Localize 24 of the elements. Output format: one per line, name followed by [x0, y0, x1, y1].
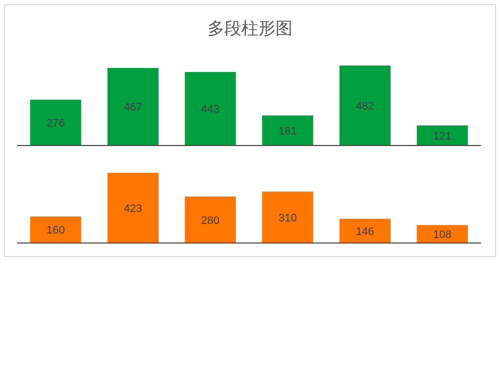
bar: [184, 72, 236, 146]
data-label: 443: [201, 104, 220, 116]
bar: [262, 192, 314, 243]
bar: [30, 100, 82, 146]
bar: [184, 196, 236, 243]
bar: [30, 216, 82, 243]
data-label: 181: [278, 125, 297, 138]
data-label: 467: [124, 102, 142, 114]
data-label: 482: [356, 100, 374, 112]
bar: [339, 66, 391, 146]
bar: [339, 218, 391, 243]
data-label: 310: [278, 212, 297, 224]
data-label: 108: [433, 229, 452, 242]
bar: [107, 172, 159, 243]
data-label: 121: [433, 130, 452, 142]
bar: [107, 68, 159, 146]
bar: [416, 125, 468, 146]
data-label: 280: [201, 214, 220, 227]
chart-title: 多段柱形图: [208, 19, 292, 38]
data-label: 146: [356, 226, 374, 238]
data-label: 160: [46, 224, 65, 237]
bar: [262, 115, 314, 146]
data-label: 423: [124, 202, 142, 215]
data-label: 276: [46, 118, 65, 130]
